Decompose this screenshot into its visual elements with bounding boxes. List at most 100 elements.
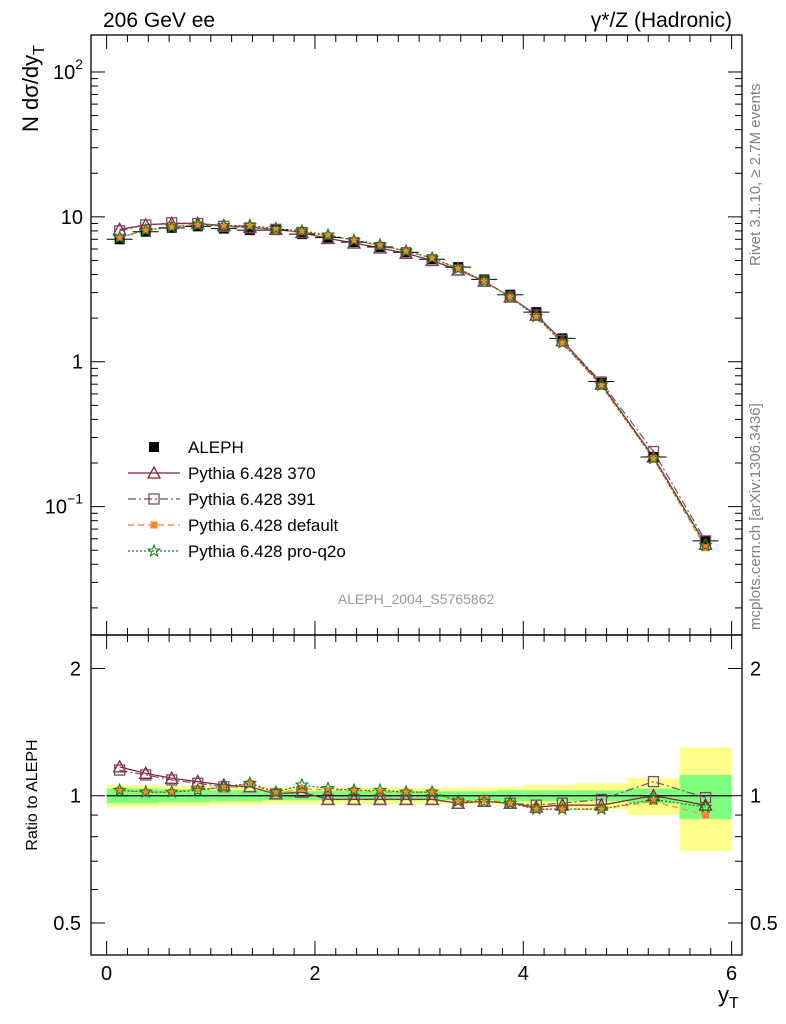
x-tick-label: 2 [309, 963, 320, 985]
legend-marker [149, 442, 159, 452]
x-tick-label: 4 [518, 963, 529, 985]
ratio-line-p391 [119, 769, 706, 806]
point-pq2o [398, 243, 414, 258]
ratio-point-p391 [113, 764, 126, 776]
ratio-point-pq2o [190, 782, 205, 797]
ratio-point-p391 [140, 769, 152, 781]
point-pq2o [555, 335, 570, 349]
ratio-point-pq2o [503, 795, 518, 810]
y-tick-label: 10−1 [45, 491, 83, 519]
x-axis-label-sub: T [729, 995, 739, 1012]
ratio-point-pdefault [272, 790, 280, 798]
point-pq2o [451, 261, 466, 275]
ratio-point-pq2o [451, 793, 466, 808]
legend-marker [150, 521, 158, 529]
point-p391 [296, 226, 308, 239]
ratio-point-pdefault [116, 786, 124, 794]
ratio-point-pq2o [594, 801, 609, 816]
point-pdefault [194, 220, 202, 228]
ratio-point-pq2o [138, 784, 153, 799]
point-p391 [218, 220, 230, 233]
ratio-point-pdefault [506, 799, 514, 807]
ratio-point-pdefault [558, 805, 566, 813]
ratio-point-pdefault [402, 788, 410, 796]
left-title: 206 GeV ee [103, 9, 215, 32]
point-pq2o [346, 232, 362, 247]
ratio-y-tick-label-right: 1 [750, 786, 761, 808]
ratio-point-pq2o [112, 782, 127, 797]
ratio-point-pdefault [350, 786, 358, 794]
ratio-y-tick-label-right: 0.5 [750, 913, 778, 935]
ratio-point-pq2o [320, 781, 336, 795]
legend-label: Pythia 6.428 default [188, 516, 339, 535]
point-pq2o [646, 451, 661, 465]
ratio-y-tick-label: 0.5 [53, 913, 81, 935]
ratio-point-pq2o [216, 779, 231, 793]
ratio-point-p391 [647, 775, 660, 788]
main-series [106, 216, 719, 552]
legend-marker [148, 493, 160, 505]
point-pdefault [350, 236, 358, 244]
point-pq2o [529, 309, 544, 323]
main-ylabel-sub: T [31, 45, 48, 55]
y-tick-label: 102 [53, 56, 83, 84]
ratio-point-pdefault [702, 811, 710, 819]
point-pdefault [298, 228, 306, 236]
point-pq2o [320, 227, 336, 242]
main-ylabel: N dσ/dyT [18, 45, 48, 132]
main-axis-ticks: 10−1 1 10 102 [45, 35, 742, 635]
mcplots-credit-label: mcplots.cern.ch [arXiv:1306.3436] [747, 403, 764, 630]
legend-entry-p370: Pythia 6.428 370 [128, 464, 316, 483]
point-pq2o [216, 218, 231, 232]
point-pdefault [246, 222, 254, 230]
ratio-point-p370 [112, 759, 127, 773]
rivet-version-label: Rivet 3.1.10, ≥ 2.7M events [747, 84, 764, 267]
ratio-point-pq2o [372, 782, 388, 797]
ratio-point-pq2o [346, 782, 362, 797]
legend-entry-pq2o: Pythia 6.428 pro-q2o [128, 542, 346, 561]
ratio-point-pdefault [246, 779, 254, 787]
point-data [244, 225, 255, 236]
ratio-point-pq2o [477, 793, 492, 808]
ratio-series [112, 759, 713, 819]
legend-entry-p391: Pythia 6.428 391 [128, 490, 316, 509]
point-pq2o [242, 218, 258, 232]
point-pq2o [112, 230, 127, 244]
x-tick-label: 6 [726, 963, 737, 985]
ratio-point-pdefault [532, 805, 540, 813]
point-pq2o [138, 222, 153, 237]
ratio-point-pdefault [194, 785, 202, 793]
point-pdefault [116, 234, 124, 242]
point-pq2o [594, 377, 609, 392]
point-pdefault [272, 226, 280, 234]
y-tick-label: 10 [61, 207, 83, 229]
ratio-point-pdefault [480, 795, 488, 803]
ratio-point-pdefault [376, 788, 384, 796]
point-pdefault [428, 254, 436, 262]
point-data [596, 376, 607, 387]
ratio-point-pq2o [698, 799, 713, 814]
ratio-point-pq2o [242, 775, 258, 790]
point-pdefault [220, 222, 228, 230]
point-pq2o [503, 289, 518, 304]
point-pdefault [402, 247, 410, 255]
x-axis-label: yT [718, 982, 739, 1012]
legend-marker [146, 465, 162, 479]
point-pq2o [294, 223, 310, 238]
series-line-pq2o [119, 224, 707, 546]
ratio-point-p370 [164, 770, 179, 784]
ratio-panel: 0.5 0.5 1 1 2 2 0 2 4 6 Ratio to ALEPH yT [24, 634, 778, 1012]
legend-label: Pythia 6.428 pro-q2o [188, 542, 346, 561]
ratio-point-pq2o [424, 784, 440, 799]
point-pdefault [324, 232, 332, 240]
ratio-ylabel: Ratio to ALEPH [24, 739, 41, 850]
legend-label: ALEPH [188, 438, 244, 457]
point-pdefault [558, 339, 566, 347]
ratio-point-pdefault [454, 797, 462, 805]
legend-label: Pythia 6.428 370 [188, 464, 316, 483]
legend-entry-data: ALEPH [149, 438, 244, 457]
point-pq2o [164, 219, 179, 234]
ratio-point-pq2o [398, 784, 414, 799]
point-pdefault [454, 265, 462, 273]
